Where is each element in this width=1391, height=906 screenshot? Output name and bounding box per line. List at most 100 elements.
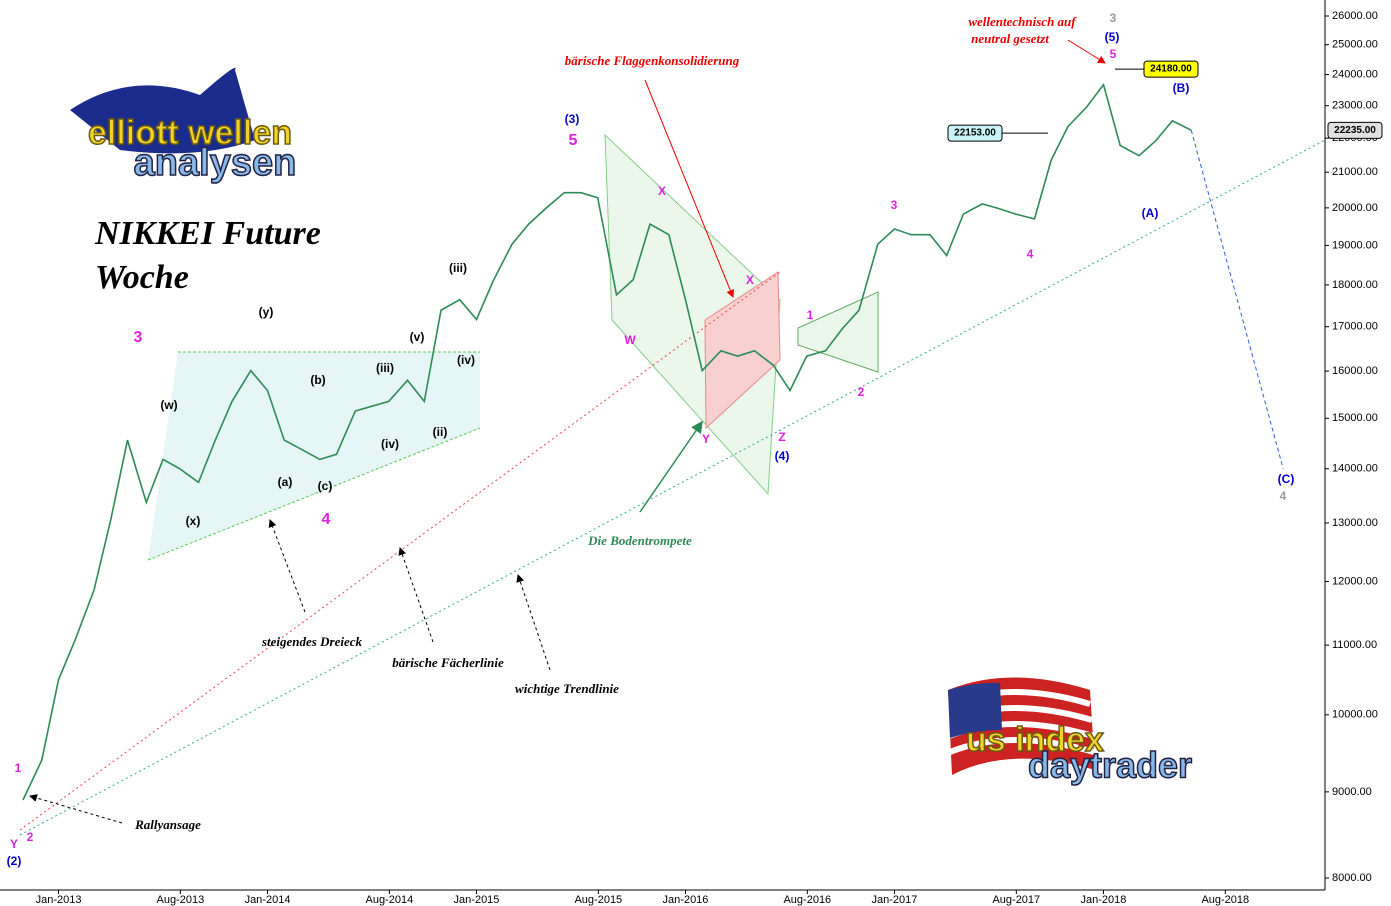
x-tick-label: Jan-2016 — [663, 894, 709, 906]
marker-box — [1143, 60, 1199, 78]
wave-label: 3 — [891, 198, 898, 212]
triangle-small — [797, 291, 879, 373]
forecast-line — [1190, 130, 1284, 469]
chart-title: Woche — [95, 259, 189, 296]
wave-label: (w) — [160, 398, 177, 412]
y-tick-label: 26000.00 — [1332, 10, 1378, 22]
x-tick-label: Jan-2014 — [245, 894, 291, 906]
y-tick-label: 15000.00 — [1332, 412, 1378, 424]
wave-label: (2) — [7, 854, 22, 868]
wave-label: 1 — [15, 761, 22, 775]
note: wichtige Trendlinie — [515, 681, 619, 696]
x-tick-label: Aug-2013 — [156, 894, 204, 906]
marker-label: 22235.00 — [1334, 125, 1376, 136]
logo-text: us index — [966, 721, 1104, 759]
y-tick-label: 25000.00 — [1332, 39, 1378, 51]
y-tick-label: 12000.00 — [1332, 575, 1378, 587]
note: bärische Fächerlinie — [392, 655, 504, 670]
wave-label: (a) — [278, 475, 293, 489]
chart-title: NIKKEI Future — [94, 215, 321, 252]
wave-label: 3 — [1110, 11, 1117, 25]
x-tick-label: Jan-2017 — [872, 894, 918, 906]
price-line — [22, 82, 1192, 801]
y-tick-label: 23000.00 — [1332, 100, 1378, 112]
wave-label: 2 — [27, 830, 34, 844]
marker-box — [1327, 121, 1383, 139]
marker-label: 22153.00 — [954, 128, 996, 139]
y-tick-label: 24000.00 — [1332, 68, 1378, 80]
arrow — [644, 79, 735, 298]
us-flag — [946, 677, 1095, 775]
wave-label: Z — [778, 430, 785, 444]
wave-label: 1 — [807, 308, 814, 322]
wave-label: (iv) — [457, 353, 475, 367]
trend-line — [19, 139, 1326, 836]
arrow — [1067, 39, 1106, 64]
y-tick-label: 19000.00 — [1332, 239, 1378, 251]
arrow — [516, 574, 551, 671]
marker-box — [947, 124, 1003, 142]
wave-label: X — [746, 273, 754, 287]
flag — [704, 271, 781, 430]
y-tick-label: 17000.00 — [1332, 321, 1378, 333]
note: wellentechnisch auf — [968, 14, 1077, 29]
wave-label: (5) — [1105, 30, 1120, 44]
wave-label: (y) — [259, 305, 274, 319]
wave-label: (iii) — [376, 361, 394, 375]
wave-label: 4 — [322, 511, 331, 528]
y-tick-label: 20000.00 — [1332, 202, 1378, 214]
arrow — [268, 519, 306, 613]
x-tick-label: Jan-2018 — [1081, 894, 1127, 906]
wave-label: (iii) — [449, 261, 467, 275]
y-tick-label: 11000.00 — [1332, 639, 1377, 651]
arrow — [398, 547, 434, 643]
arrow — [639, 420, 703, 513]
y-tick-label: 16000.00 — [1332, 365, 1378, 377]
y-tick-label: 9000.00 — [1332, 786, 1372, 798]
wave-label: (C) — [1278, 472, 1295, 486]
wave-label: (4) — [775, 449, 790, 463]
wave-label: Y — [10, 837, 18, 851]
wave-label: Y — [702, 432, 710, 446]
x-tick-label: Aug-2018 — [1201, 894, 1249, 906]
note: Rallyansage — [134, 817, 201, 832]
wave-label: (B) — [1173, 81, 1190, 95]
wave-label: X — [658, 184, 666, 198]
wave-label: W — [624, 333, 636, 347]
wave-label: (c) — [318, 479, 333, 493]
wave-label: 4 — [1027, 247, 1034, 261]
wave-label: 4 — [1280, 489, 1287, 503]
x-tick-label: Jan-2013 — [36, 894, 82, 906]
note: steigendes Dreieck — [261, 634, 363, 649]
logo-flag — [70, 67, 255, 154]
y-tick-label: 13000.00 — [1332, 517, 1378, 529]
note: bärische Flaggenkonsolidierung — [565, 53, 740, 68]
arrow — [29, 794, 123, 824]
y-tick-label: 8000.00 — [1332, 872, 1372, 884]
wave-label: (x) — [186, 514, 201, 528]
note: Die Bodentrompete — [587, 533, 692, 548]
wave-label: 3 — [134, 329, 143, 346]
marker-label: 24180.00 — [1150, 64, 1192, 75]
note: neutral gesetzt — [971, 31, 1049, 46]
wave-label: (3) — [565, 112, 580, 126]
y-tick-label: 14000.00 — [1332, 463, 1378, 475]
x-tick-label: Aug-2015 — [574, 894, 622, 906]
logo-text: elliott wellen — [88, 114, 292, 152]
x-tick-label: Aug-2016 — [783, 894, 831, 906]
wave-label: 2 — [858, 385, 865, 399]
wave-label: 5 — [1110, 47, 1117, 61]
wave-label: (ii) — [433, 425, 448, 439]
wave-label: (A) — [1142, 206, 1159, 220]
wave-label: (iv) — [381, 437, 399, 451]
y-tick-label: 10000.00 — [1332, 709, 1378, 721]
wave-label: 5 — [569, 132, 578, 149]
logo-text: analysen — [134, 142, 297, 184]
x-tick-label: Jan-2015 — [454, 894, 500, 906]
x-tick-label: Aug-2014 — [365, 894, 413, 906]
wave-label: (b) — [310, 373, 325, 387]
y-tick-label: 21000.00 — [1332, 166, 1378, 178]
wave-label: (v) — [410, 330, 425, 344]
logo-text: daytrader — [1028, 745, 1192, 786]
